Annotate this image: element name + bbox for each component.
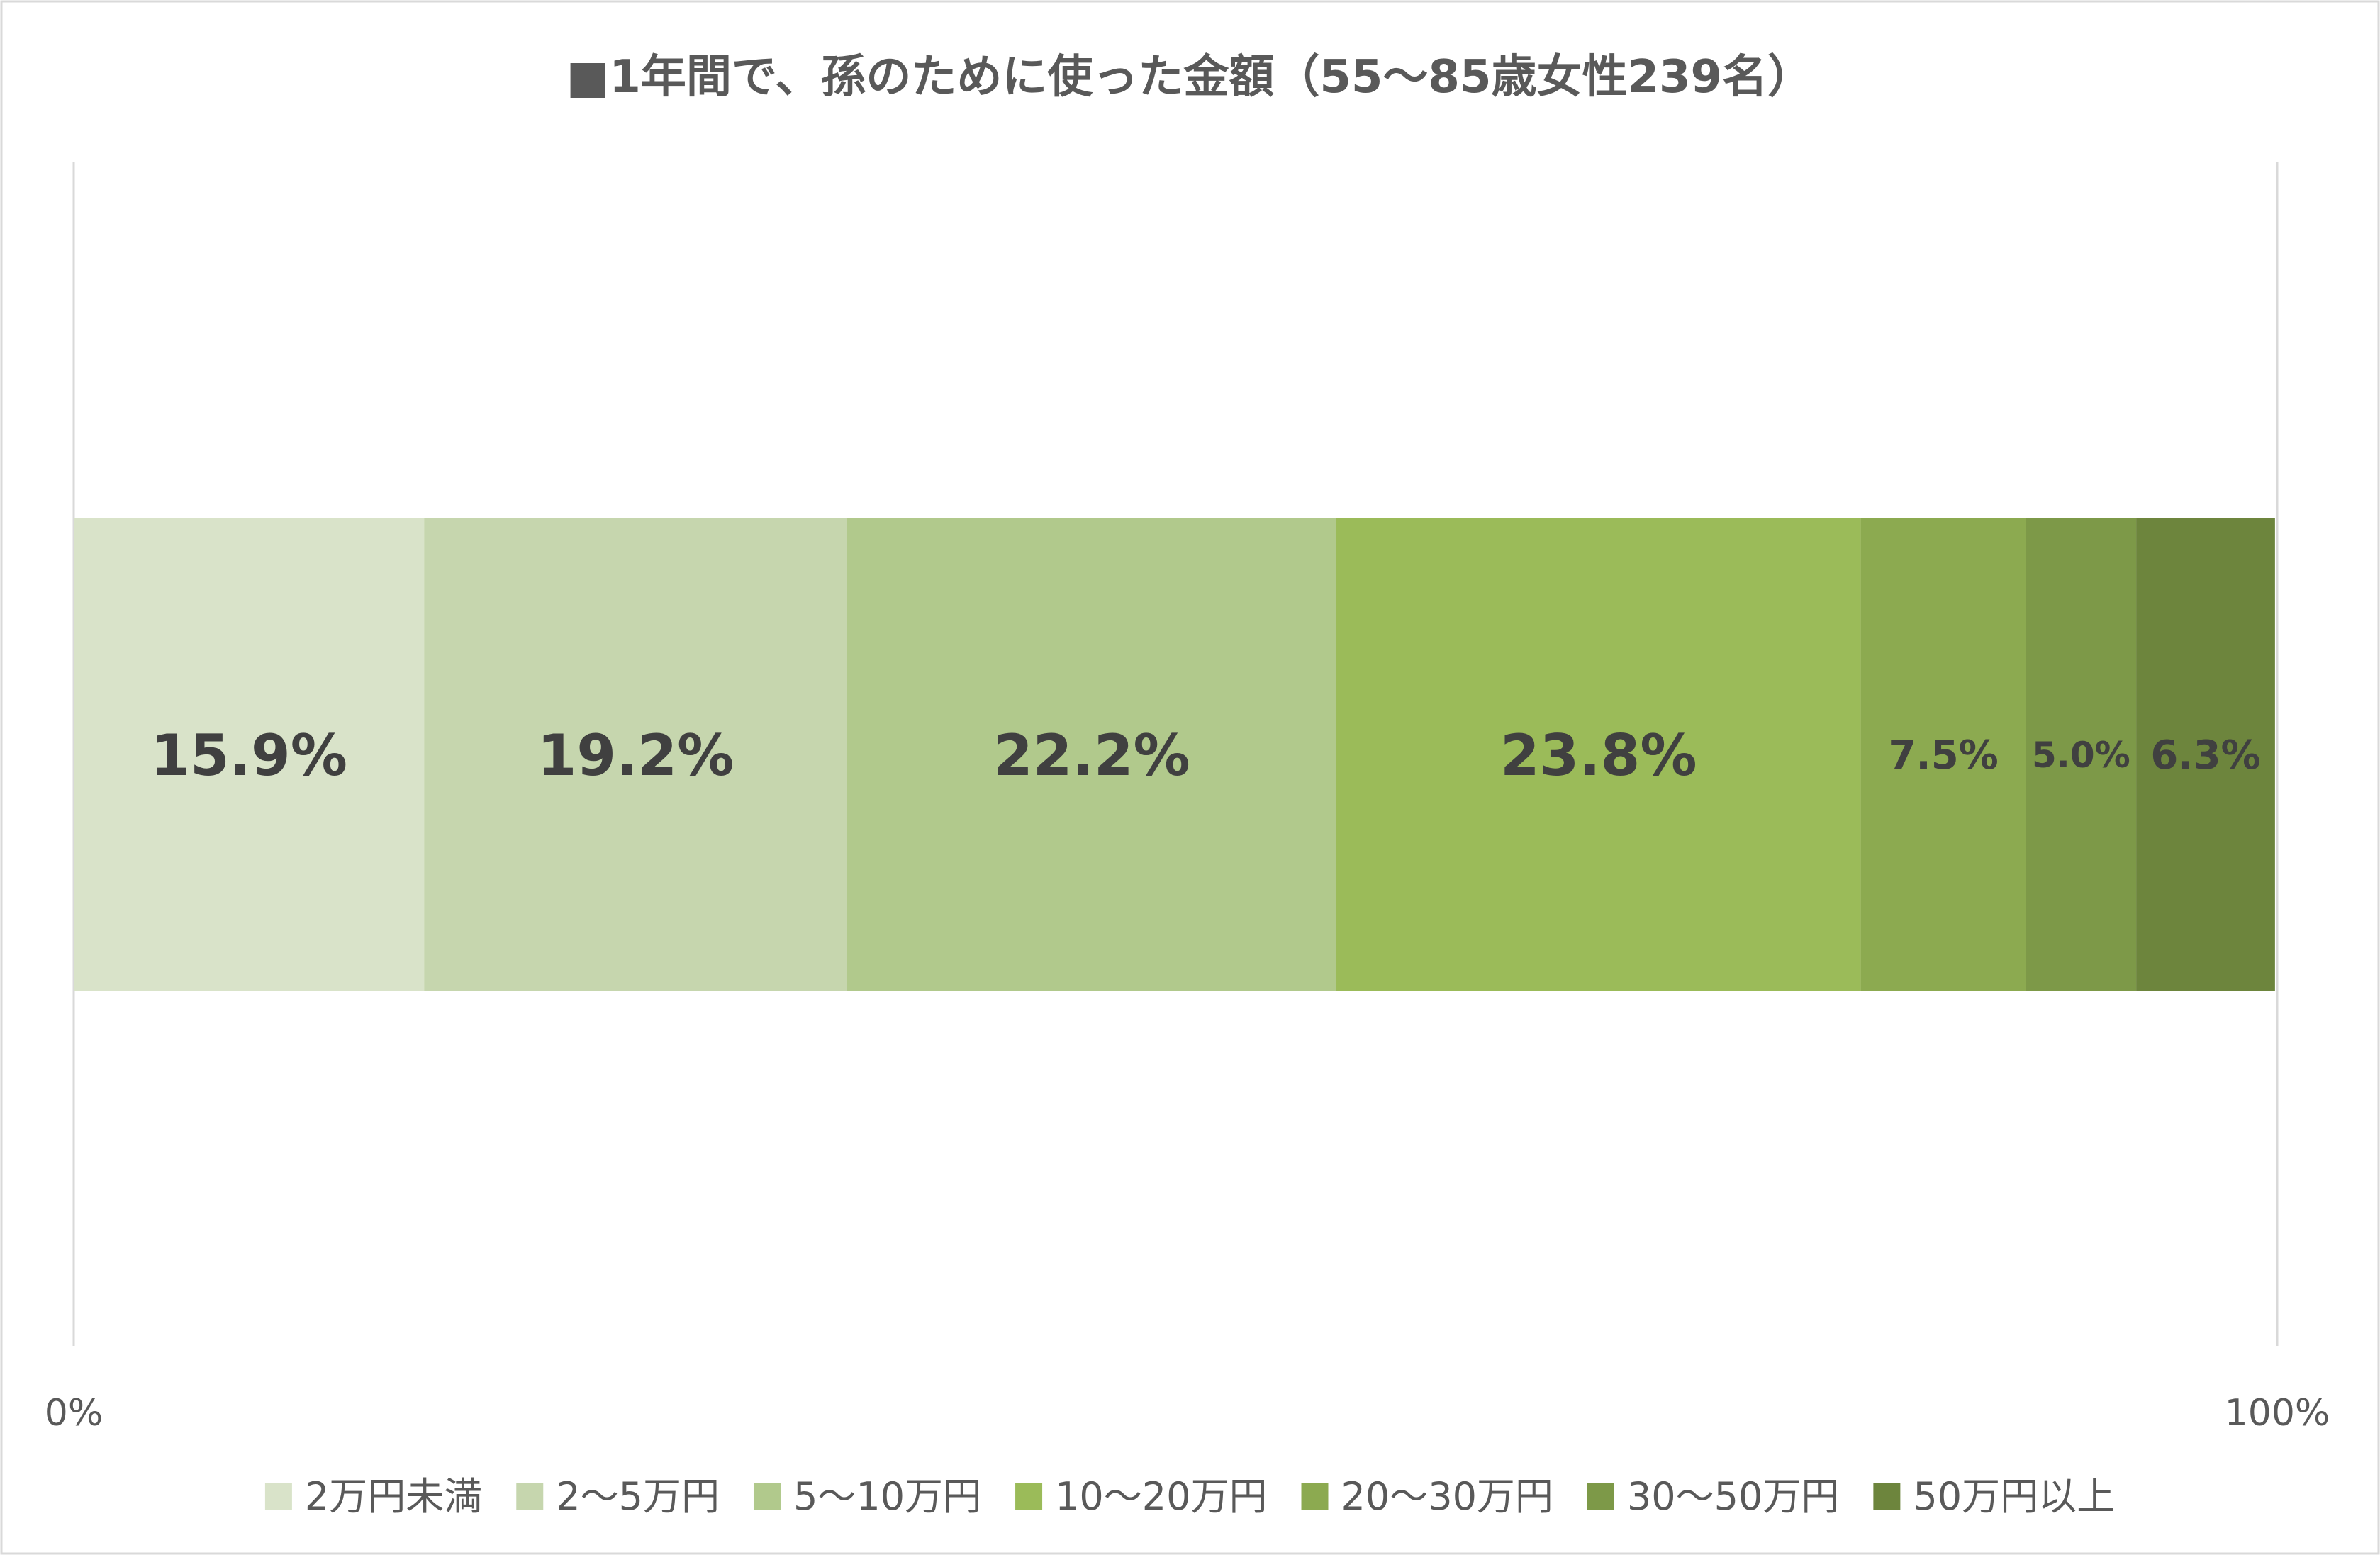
legend-label-2: 5～10万円 bbox=[793, 1474, 981, 1519]
chart-title: ■1年間で、孫のために使った金額（55～85歳女性239名） bbox=[566, 51, 1813, 104]
legend-label-5: 30～50万円 bbox=[1627, 1474, 1839, 1519]
legend-swatch-0 bbox=[264, 1483, 292, 1510]
legend-label-0: 2万円未満 bbox=[305, 1474, 482, 1519]
data-label-1: 19.2% bbox=[537, 723, 734, 788]
legend-swatch-2 bbox=[753, 1483, 781, 1510]
bar-segment-5 bbox=[2026, 518, 2137, 991]
legend-item-4: 20～30万円 bbox=[1301, 1474, 1553, 1519]
legend-swatch-3 bbox=[1015, 1483, 1043, 1510]
legend-item-2: 5～10万円 bbox=[753, 1474, 981, 1519]
legend-item-6: 50万円以上 bbox=[1873, 1474, 2115, 1519]
legend-swatch-4 bbox=[1301, 1483, 1329, 1510]
legend-item-5: 30～50万円 bbox=[1587, 1474, 1839, 1519]
legend-swatch-6 bbox=[1873, 1483, 1901, 1510]
bar-segment-1 bbox=[424, 518, 847, 991]
legend-items: 2万円未満 2～5万円 5～10万円 10～20万円 20～30万円 30～50万円 50万… bbox=[264, 1474, 2115, 1519]
legend-item-0: 2万円未満 bbox=[264, 1474, 482, 1519]
legend-swatch-5 bbox=[1587, 1483, 1614, 1510]
bar-segment-0 bbox=[74, 518, 425, 991]
bar-segment-6 bbox=[2136, 518, 2275, 991]
data-label-2: 22.2% bbox=[993, 723, 1190, 788]
x-axis-ticks: 0% 100% bbox=[45, 1392, 2330, 1434]
data-label-4: 7.5% bbox=[1888, 732, 1998, 779]
x-tick-label-1: 100% bbox=[2225, 1392, 2330, 1434]
x-tick-label-0: 0% bbox=[45, 1392, 104, 1434]
legend-label-3: 10～20万円 bbox=[1055, 1474, 1267, 1519]
legend-label-4: 20～30万円 bbox=[1341, 1474, 1553, 1519]
legend-swatch-1 bbox=[516, 1483, 544, 1510]
bar-segment-3 bbox=[1336, 518, 1861, 991]
bar-segment-2 bbox=[847, 518, 1336, 991]
legend-item-1: 2～5万円 bbox=[516, 1474, 720, 1519]
legend-label-6: 50万円以上 bbox=[1913, 1474, 2115, 1519]
legend-item-3: 10～20万円 bbox=[1015, 1474, 1268, 1519]
bar-segment-4 bbox=[1860, 518, 2026, 991]
legend-label-1: 2～5万円 bbox=[556, 1474, 720, 1519]
data-label-5: 5.0% bbox=[2032, 735, 2130, 776]
data-label-3: 23.8% bbox=[1500, 723, 1697, 788]
stacked-bar: 15.9% 19.2% 22.2% 23.8% 7.5% 5.0% 6.3% bbox=[74, 518, 2275, 991]
data-label-6: 6.3% bbox=[2150, 732, 2260, 779]
legend: 2万円未満 2～5万円 5～10万円 10～20万円 20～30万円 30～50万円 50万… bbox=[264, 1474, 2115, 1519]
data-label-0: 15.9% bbox=[150, 723, 347, 788]
